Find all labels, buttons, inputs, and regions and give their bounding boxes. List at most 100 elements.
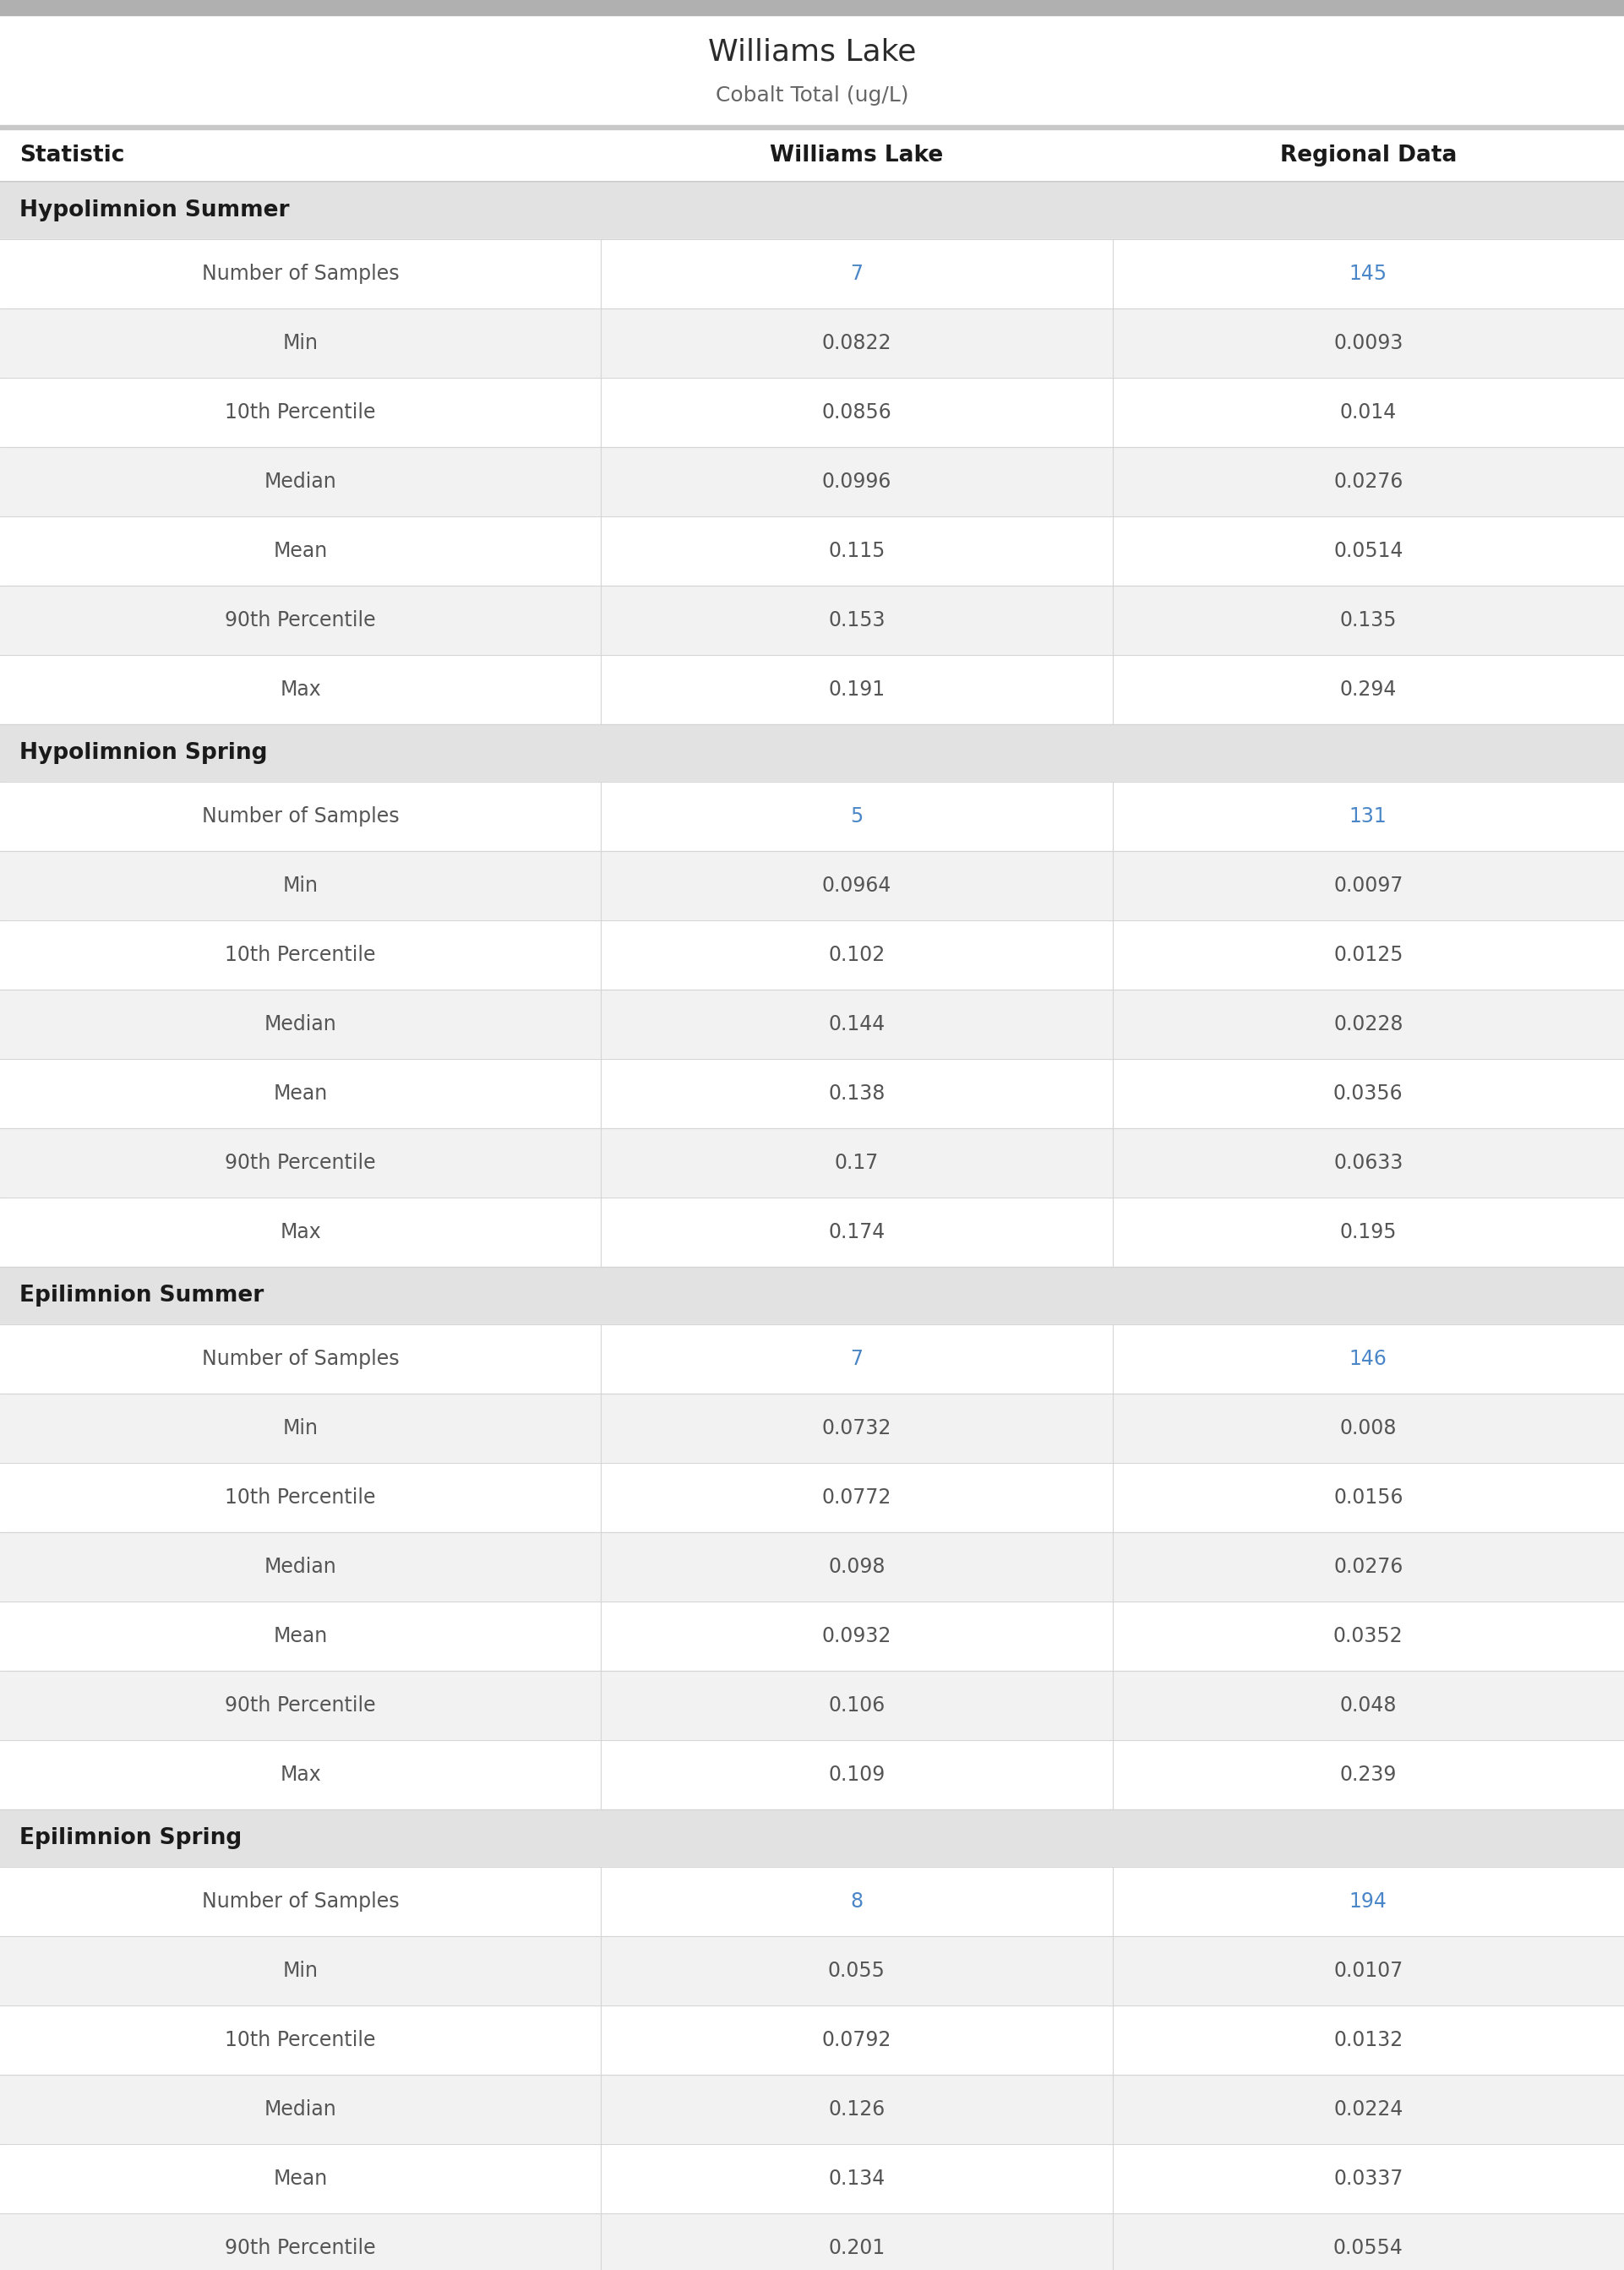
Text: 0.0554: 0.0554 (1333, 2238, 1403, 2259)
Text: 0.191: 0.191 (828, 679, 885, 699)
Bar (0, 309, 1624, 377)
Text: 7: 7 (851, 1348, 862, 1369)
Bar (0, 781, 1624, 851)
Bar (0, 515, 1624, 586)
Text: Max: Max (279, 1221, 322, 1242)
Bar (0, 2075, 1624, 2145)
Bar (0, 125, 1624, 129)
Text: 0.134: 0.134 (828, 2168, 885, 2188)
Text: Mean: Mean (273, 1083, 328, 1103)
Text: 0.115: 0.115 (828, 540, 885, 561)
Text: 0.195: 0.195 (1340, 1221, 1397, 1242)
Bar (0, 1671, 1624, 1741)
Text: Mean: Mean (273, 1625, 328, 1646)
Text: 0.144: 0.144 (828, 1015, 885, 1035)
Text: 0.0228: 0.0228 (1333, 1015, 1403, 1035)
Text: 0.0856: 0.0856 (822, 402, 892, 422)
Bar (0, 919, 1624, 990)
Text: Williams Lake: Williams Lake (770, 145, 944, 166)
Text: 0.0633: 0.0633 (1333, 1153, 1403, 1174)
Bar (0, 238, 1624, 309)
Text: 0.138: 0.138 (828, 1083, 885, 1103)
Text: 0.0822: 0.0822 (822, 334, 892, 354)
Text: 0.0132: 0.0132 (1333, 2029, 1403, 2050)
Text: Max: Max (279, 679, 322, 699)
Text: Number of Samples: Number of Samples (201, 806, 400, 826)
Text: 0.174: 0.174 (828, 1221, 885, 1242)
Text: 0.102: 0.102 (828, 944, 885, 965)
Text: 0.055: 0.055 (828, 1961, 885, 1982)
Bar (0, 851, 1624, 919)
Text: 0.0097: 0.0097 (1333, 876, 1403, 897)
Text: 90th Percentile: 90th Percentile (226, 1696, 375, 1716)
Text: 0.126: 0.126 (828, 2100, 885, 2120)
Text: 10th Percentile: 10th Percentile (226, 944, 375, 965)
Bar (0, 1809, 1624, 1866)
Bar (0, 1532, 1624, 1603)
Text: Median: Median (265, 2100, 336, 2120)
Text: 0.0276: 0.0276 (1333, 472, 1403, 493)
Text: Median: Median (265, 1557, 336, 1578)
Text: 0.17: 0.17 (835, 1153, 879, 1174)
Text: 145: 145 (1350, 263, 1387, 284)
Bar (0, 656, 1624, 724)
Text: 0.201: 0.201 (828, 2238, 885, 2259)
Text: Statistic: Statistic (19, 145, 125, 166)
Text: 0.0337: 0.0337 (1333, 2168, 1403, 2188)
Text: Min: Min (283, 334, 318, 354)
Text: 0.106: 0.106 (828, 1696, 885, 1716)
Text: Epilimnion Spring: Epilimnion Spring (19, 1827, 242, 1850)
Text: Hypolimnion Summer: Hypolimnion Summer (19, 200, 289, 222)
Text: Number of Samples: Number of Samples (201, 1891, 400, 1911)
Text: 8: 8 (851, 1891, 862, 1911)
Text: 10th Percentile: 10th Percentile (226, 402, 375, 422)
Bar (0, 1936, 1624, 2004)
Text: 0.098: 0.098 (828, 1557, 885, 1578)
Text: 10th Percentile: 10th Percentile (226, 2029, 375, 2050)
Text: 0.0356: 0.0356 (1333, 1083, 1403, 1103)
Text: 90th Percentile: 90th Percentile (226, 1153, 375, 1174)
Text: 0.135: 0.135 (1340, 611, 1397, 631)
Text: Min: Min (283, 1419, 318, 1439)
Text: Number of Samples: Number of Samples (201, 263, 400, 284)
Text: Cobalt Total (ug/L): Cobalt Total (ug/L) (716, 86, 908, 107)
Text: Regional Data: Regional Data (1280, 145, 1457, 166)
Text: 0.0732: 0.0732 (822, 1419, 892, 1439)
Bar (0, 2004, 1624, 2075)
Text: 194: 194 (1350, 1891, 1387, 1911)
Bar (0, 129, 1624, 182)
Bar (0, 1866, 1624, 1936)
Text: 0.0964: 0.0964 (822, 876, 892, 897)
Bar (0, 1323, 1624, 1394)
Bar (0, 1394, 1624, 1462)
Text: 0.0156: 0.0156 (1333, 1487, 1403, 1507)
Text: 0.0792: 0.0792 (822, 2029, 892, 2050)
Text: 0.0224: 0.0224 (1333, 2100, 1403, 2120)
Text: Williams Lake: Williams Lake (708, 39, 916, 66)
Bar (0, 724, 1624, 781)
Bar (0, 1741, 1624, 1809)
Bar (0, 447, 1624, 515)
Bar (0, 0, 1624, 16)
Text: 0.0093: 0.0093 (1333, 334, 1403, 354)
Text: Hypolimnion Spring: Hypolimnion Spring (19, 742, 268, 765)
Text: 0.008: 0.008 (1340, 1419, 1397, 1439)
Text: 0.294: 0.294 (1340, 679, 1397, 699)
Text: Median: Median (265, 472, 336, 493)
Bar (0, 1128, 1624, 1199)
Text: 90th Percentile: 90th Percentile (226, 611, 375, 631)
Text: 131: 131 (1350, 806, 1387, 826)
Bar (0, 1058, 1624, 1128)
Bar (0, 2145, 1624, 2213)
Text: 0.0514: 0.0514 (1333, 540, 1403, 561)
Text: Median: Median (265, 1015, 336, 1035)
Text: 5: 5 (851, 806, 862, 826)
Text: 10th Percentile: 10th Percentile (226, 1487, 375, 1507)
Bar (0, 182, 1624, 238)
Bar (0, 2213, 1624, 2270)
Text: Max: Max (279, 1764, 322, 1784)
Text: Min: Min (283, 1961, 318, 1982)
Text: 0.048: 0.048 (1340, 1696, 1397, 1716)
Text: Number of Samples: Number of Samples (201, 1348, 400, 1369)
Bar (0, 1603, 1624, 1671)
